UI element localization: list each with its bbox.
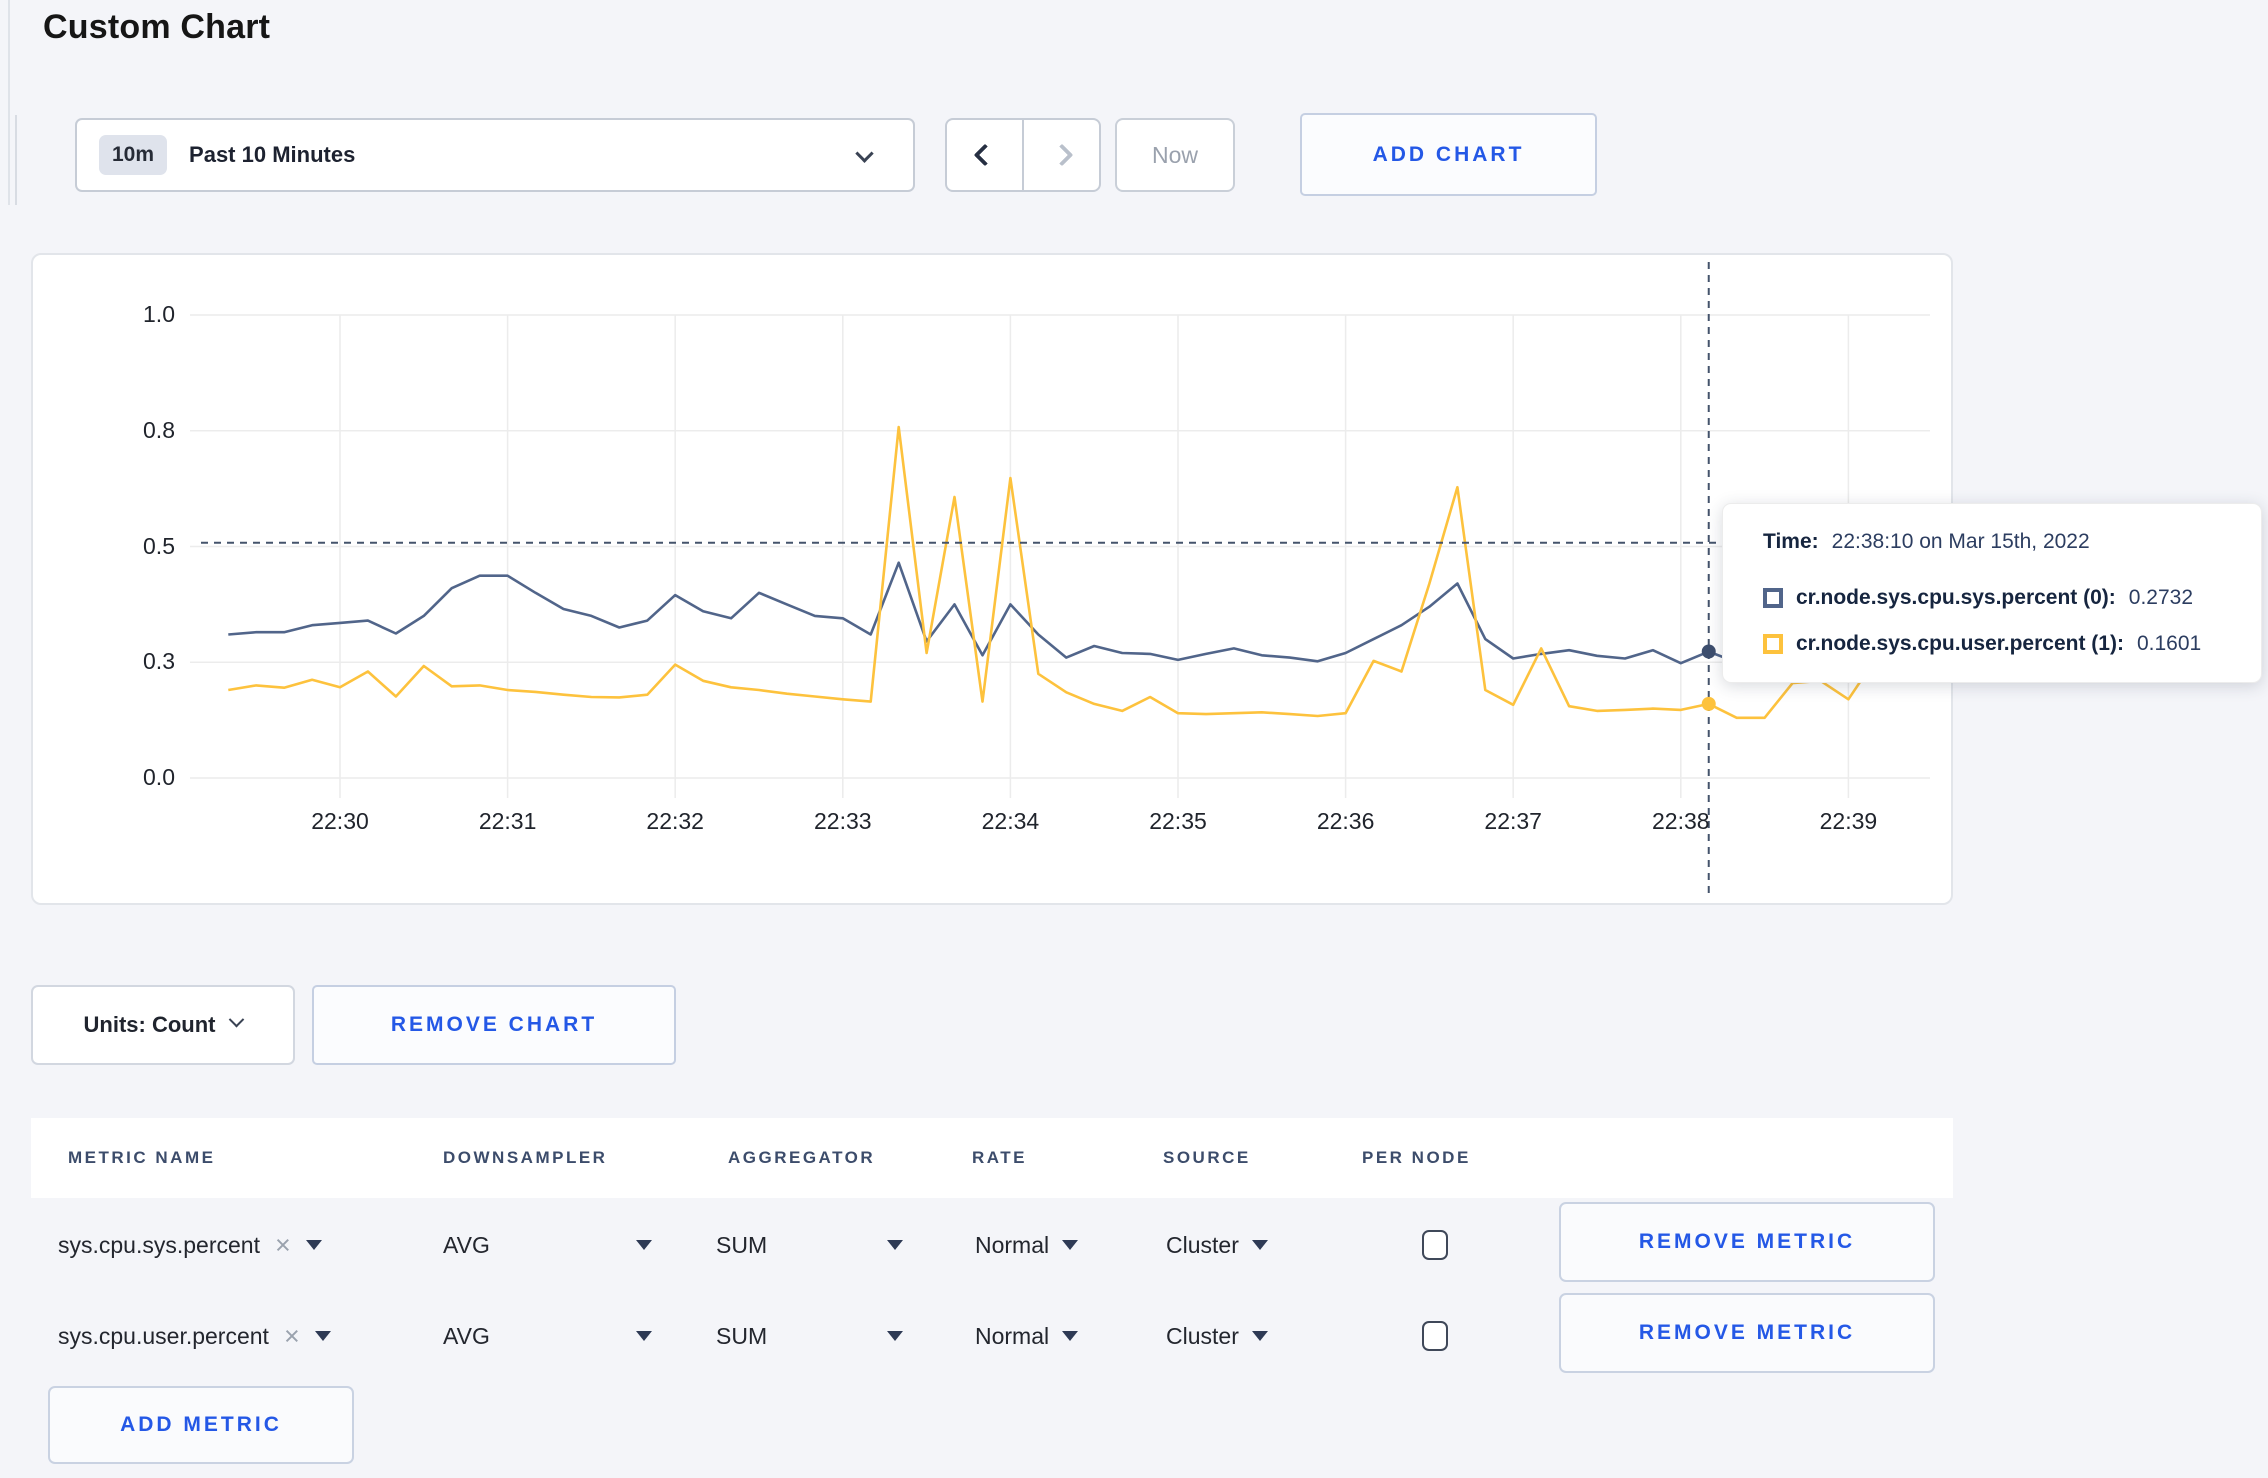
time-forward-button[interactable] (1024, 120, 1099, 190)
units-dropdown[interactable]: Units: Count (31, 985, 295, 1065)
time-range-badge: 10m (99, 135, 168, 175)
downsampler-select[interactable]: AVG (443, 1295, 652, 1377)
rate-select[interactable]: Normal (975, 1204, 1079, 1286)
page-title: Custom Chart (43, 8, 271, 46)
rate-value: Normal (975, 1231, 1050, 1258)
caret-down-icon (1062, 1331, 1079, 1341)
caret-down-icon (1062, 1240, 1079, 1250)
downsampler-value: AVG (443, 1322, 490, 1349)
chart-tooltip: Time: 22:38:10 on Mar 15th, 2022 cr.node… (1722, 503, 2262, 683)
aggregator-select[interactable]: SUM (716, 1204, 903, 1286)
metric-name-select[interactable]: sys.cpu.sys.percent × (58, 1204, 322, 1286)
tooltip-series-row: cr.node.sys.cpu.sys.percent (0): 0.2732 (1763, 586, 2193, 610)
caret-down-icon (887, 1240, 903, 1250)
remove-metric-button[interactable]: REMOVE METRIC (1559, 1202, 1935, 1282)
caret-down-icon (314, 1331, 331, 1341)
rate-value: Normal (975, 1322, 1050, 1349)
caret-down-icon (887, 1331, 903, 1341)
caret-down-icon (1251, 1240, 1268, 1250)
chart-panel (31, 253, 1953, 905)
column-header-aggregator: AGGREGATOR (728, 1148, 876, 1167)
column-header-metric-name: METRIC NAME (68, 1148, 216, 1167)
column-header-downsampler: DOWNSAMPLER (443, 1148, 608, 1167)
rate-select[interactable]: Normal (975, 1295, 1079, 1377)
caret-down-icon (1251, 1331, 1268, 1341)
page-left-border (8, 0, 10, 205)
downsampler-value: AVG (443, 1231, 490, 1258)
toolbar-left-divider (15, 115, 17, 205)
time-range-label: Past 10 Minutes (189, 142, 356, 167)
caret-down-icon (305, 1240, 322, 1250)
chevron-left-icon (973, 143, 996, 167)
column-header-rate: RATE (972, 1148, 1028, 1167)
tooltip-series-row: cr.node.sys.cpu.user.percent (1): 0.1601 (1763, 632, 2201, 656)
downsampler-select[interactable]: AVG (443, 1204, 652, 1286)
user-series-name: cr.node.sys.cpu.user.percent (1): (1796, 632, 2124, 655)
aggregator-select[interactable]: SUM (716, 1295, 903, 1377)
source-select[interactable]: Cluster (1166, 1295, 1268, 1377)
aggregator-value: SUM (716, 1231, 768, 1258)
user-series-value: 0.1601 (2136, 632, 2202, 655)
now-button[interactable]: Now (1115, 118, 1235, 192)
time-range-dropdown[interactable]: 10m Past 10 Minutes (75, 118, 915, 192)
caret-down-icon (636, 1331, 652, 1341)
sys-series-value: 0.2732 (2128, 586, 2194, 609)
per-node-checkbox[interactable] (1422, 1230, 1448, 1260)
sys-series-legend-icon (1763, 588, 1783, 608)
remove-metric-button[interactable]: REMOVE METRIC (1559, 1293, 1935, 1373)
add-metric-button[interactable]: ADD METRIC (48, 1386, 354, 1464)
user-series-legend-icon (1763, 634, 1783, 654)
remove-chart-button[interactable]: REMOVE CHART (312, 985, 676, 1065)
caret-down-icon (636, 1240, 652, 1250)
line-chart[interactable] (31, 253, 1953, 905)
chevron-down-icon (229, 1011, 245, 1027)
sys-series-name: cr.node.sys.cpu.sys.percent (0): (1796, 586, 2116, 609)
source-value: Cluster (1166, 1322, 1239, 1349)
tooltip-time-row: Time: 22:38:10 on Mar 15th, 2022 (1763, 530, 2090, 554)
metric-name-select[interactable]: sys.cpu.user.percent × (58, 1295, 331, 1377)
add-chart-button[interactable]: ADD CHART (1300, 113, 1597, 196)
source-value: Cluster (1166, 1231, 1239, 1258)
source-select[interactable]: Cluster (1166, 1204, 1268, 1286)
column-header-per-node: PER NODE (1362, 1148, 1471, 1167)
metric-row: sys.cpu.sys.percent × AVG SUM Normal Clu… (0, 1202, 2268, 1286)
clear-metric-icon[interactable]: × (283, 1320, 300, 1351)
metric-name-label: sys.cpu.sys.percent (58, 1231, 260, 1258)
clear-metric-icon[interactable]: × (274, 1229, 291, 1260)
time-nav-group (945, 118, 1101, 192)
chevron-down-icon (855, 144, 874, 163)
per-node-checkbox[interactable] (1422, 1321, 1448, 1351)
tooltip-time-value: 22:38:10 on Mar 15th, 2022 (1831, 530, 2090, 553)
metric-row: sys.cpu.user.percent × AVG SUM Normal Cl… (0, 1293, 2268, 1377)
metric-name-label: sys.cpu.user.percent (58, 1322, 269, 1349)
tooltip-time-label: Time: (1763, 530, 1819, 553)
column-header-source: SOURCE (1163, 1148, 1251, 1167)
time-back-button[interactable] (947, 120, 1024, 190)
chevron-right-icon (1050, 143, 1073, 167)
metrics-table-header: METRIC NAME DOWNSAMPLER AGGREGATOR RATE … (31, 1118, 1953, 1198)
units-label: Units: Count (83, 1012, 216, 1037)
aggregator-value: SUM (716, 1322, 768, 1349)
